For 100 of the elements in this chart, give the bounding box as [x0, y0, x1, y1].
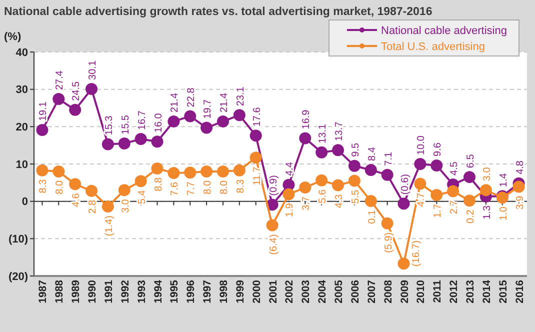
- data-label: (1.4): [104, 216, 115, 236]
- data-label: (0.9): [268, 175, 280, 196]
- point: [200, 122, 213, 134]
- x-tick-label: 2001: [267, 280, 280, 304]
- x-tick-label: 2010: [415, 280, 428, 304]
- x-tick-label: 2015: [497, 280, 510, 304]
- data-label: 8.0: [54, 180, 66, 194]
- point: [86, 184, 98, 197]
- point: [168, 166, 180, 179]
- data-label: 21.4: [218, 92, 230, 112]
- x-tick-label: 1991: [102, 280, 115, 304]
- y-tick-label: (10): [8, 234, 28, 246]
- y-axis-title: (%): [4, 31, 22, 43]
- data-label: 1.9: [284, 202, 296, 218]
- legend-label: Total U.S. advertising: [381, 40, 485, 53]
- x-tick-label: 2012: [448, 280, 460, 304]
- point: [364, 194, 377, 207]
- data-label: 7.6: [170, 182, 181, 196]
- x-tick-label: 1993: [136, 280, 148, 304]
- point: [398, 198, 410, 210]
- data-label: 8.0: [202, 180, 214, 194]
- x-tick-label: 2004: [316, 280, 329, 304]
- x-tick-label: 2013: [464, 280, 476, 304]
- data-label: (16.7): [410, 240, 422, 267]
- point: [398, 258, 410, 270]
- point: [216, 165, 229, 178]
- x-tick-label: 2002: [284, 280, 296, 304]
- point: [414, 178, 426, 190]
- point: [36, 164, 48, 176]
- x-tick-label: 1998: [218, 280, 230, 304]
- x-tick-label: 2011: [432, 280, 444, 303]
- data-label: 30.1: [88, 60, 99, 80]
- data-label: 16.7: [136, 110, 148, 130]
- point: [512, 180, 525, 193]
- x-tick-label: 2000: [250, 280, 263, 304]
- data-label: 21.4: [170, 92, 181, 112]
- data-label: 4.4: [284, 162, 296, 176]
- point: [299, 132, 312, 144]
- point: [184, 166, 196, 179]
- data-label: 2.7: [449, 200, 460, 214]
- point: [463, 171, 476, 184]
- y-tick-label: (20): [8, 270, 28, 283]
- data-label: 8.3: [38, 178, 50, 194]
- x-tick-label: 2003: [300, 280, 312, 304]
- point: [447, 185, 460, 198]
- data-label: 1.3: [482, 205, 493, 220]
- point: [282, 188, 295, 200]
- point: [348, 160, 360, 172]
- x-tick-label: 1987: [37, 280, 50, 304]
- point: [102, 200, 114, 213]
- x-tick-label: 2008: [382, 280, 394, 304]
- data-label: 15.5: [120, 114, 132, 134]
- point: [69, 178, 82, 190]
- point: [364, 164, 377, 176]
- x-tick-label: 1989: [70, 280, 82, 304]
- point: [348, 174, 360, 187]
- point: [184, 110, 196, 122]
- chart-title: National cable advertising growth rates vs. total advertising market, 1987-2016: [4, 6, 432, 18]
- data-label: 4.3: [334, 194, 346, 208]
- point: [430, 160, 443, 172]
- point: [86, 82, 98, 95]
- point: [36, 124, 48, 136]
- x-tick-label: 1999: [234, 280, 246, 304]
- point: [233, 164, 246, 176]
- data-label: 4.7: [416, 192, 428, 207]
- point: [52, 165, 65, 178]
- point: [316, 146, 328, 158]
- data-label: 4.8: [514, 160, 526, 174]
- point: [381, 168, 394, 181]
- data-label: 3.9: [514, 195, 526, 210]
- x-tick-label: 1990: [86, 280, 99, 304]
- point: [480, 184, 492, 196]
- point: [250, 152, 262, 164]
- data-label: 22.8: [186, 87, 198, 108]
- data-label: 5.4: [136, 190, 148, 204]
- x-tick-label: 1994: [152, 280, 164, 304]
- x-tick-label: 2009: [398, 280, 411, 304]
- data-label: 7.7: [186, 181, 198, 196]
- x-tick-label: 2007: [366, 280, 378, 304]
- data-label: 17.6: [252, 106, 263, 127]
- point: [299, 182, 312, 194]
- x-tick-label: 1997: [202, 280, 214, 304]
- x-tick-label: 2016: [514, 280, 526, 304]
- data-label: 2.8: [88, 199, 99, 214]
- data-label: 1.4: [498, 172, 510, 188]
- data-label: 8.8: [153, 177, 164, 192]
- data-label: (5.9): [383, 232, 394, 253]
- point: [233, 109, 246, 122]
- point: [69, 104, 82, 116]
- point: [414, 158, 426, 170]
- data-label: 1.0: [498, 206, 510, 221]
- point: [118, 137, 130, 150]
- point: [52, 93, 65, 106]
- point: [134, 175, 147, 188]
- point: [216, 115, 229, 128]
- point: [463, 194, 476, 207]
- point: [200, 165, 213, 178]
- data-label: 10.0: [416, 135, 428, 155]
- point: [266, 198, 278, 211]
- data-label: 0.2: [465, 209, 476, 224]
